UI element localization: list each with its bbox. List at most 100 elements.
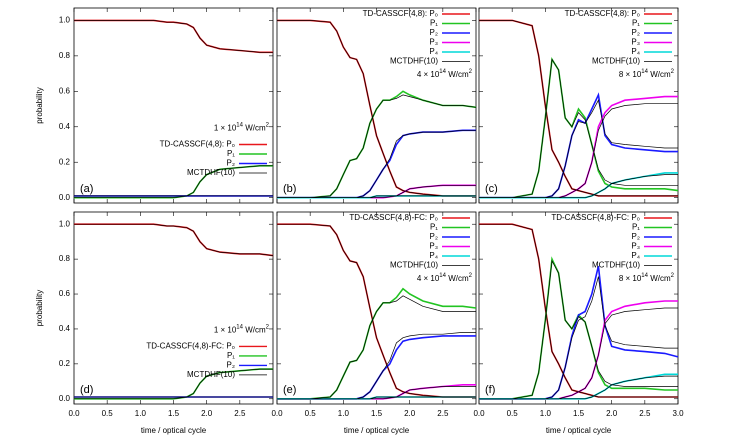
legend-name: P₄	[631, 47, 640, 56]
reference-line	[277, 195, 476, 199]
legend-label: TD-CASSCF(4,8): P₀	[363, 9, 438, 18]
annotation-part: 8 × 10	[619, 274, 642, 283]
legend-label: P₄	[631, 251, 640, 260]
x-tick-label: 1.5	[168, 409, 180, 418]
x-axis-title: time / optical cycle	[344, 426, 410, 435]
x-tick-label: 1.0	[540, 409, 552, 418]
series-line	[277, 335, 476, 400]
legend-label: MCTDHF(10)	[592, 57, 640, 66]
y-tick-label: 0.2	[59, 157, 71, 166]
legend-method: TD-CASSCF(4,8):	[565, 9, 632, 18]
plot-frame	[478, 211, 679, 405]
annotation-part: 2	[266, 122, 270, 128]
annotation: 4 × 1014 W/cm2	[417, 273, 473, 284]
legend-name: P₄	[429, 251, 438, 260]
x-tick-label: 0.0	[271, 409, 283, 418]
legend-name: P₂	[227, 361, 235, 370]
legend-method: TD-CASSCF(4,8)-FC:	[349, 213, 429, 222]
x-tick-label: 1.0	[338, 409, 350, 418]
legend-label: TD-CASSCF(4,8)-FC: P₀	[551, 213, 640, 222]
series-line	[277, 129, 476, 199]
legend-label: MCTDHF(10)	[187, 168, 235, 177]
legend-name: P₄	[631, 251, 640, 260]
annotation-part: 8 × 10	[619, 70, 642, 79]
legend-label: MCTDHF(10)	[390, 261, 438, 270]
reference-line	[277, 332, 476, 400]
panel-label: (e)	[283, 384, 296, 396]
annotation-part: 1 × 10	[214, 326, 237, 335]
legend-method: TD-CASSCF(4,8)-FC:	[551, 213, 631, 222]
series-line	[74, 165, 273, 199]
reference-line	[277, 295, 476, 400]
annotation-part: 4 × 10	[417, 274, 440, 283]
legend-label: P₂	[227, 361, 235, 370]
x-tick-label: 0.0	[68, 409, 80, 418]
annotation-part: W/cm	[446, 70, 469, 79]
y-tick-label: 0.0	[59, 394, 71, 403]
legend-label: P₄	[429, 47, 438, 56]
legend-label: MCTDHF(10)	[187, 370, 235, 379]
annotation-part: 2	[469, 273, 473, 279]
annotation-part: W/cm	[446, 274, 469, 283]
x-axis-title: time / optical cycle	[546, 426, 612, 435]
annotation-part: W/cm	[648, 70, 671, 79]
plot-frame	[478, 7, 679, 204]
panel-label: (a)	[80, 183, 93, 195]
legend-label: P₂	[632, 28, 640, 37]
y-axis-title: probability	[35, 87, 44, 123]
annotation-part: 1 × 10	[214, 124, 237, 133]
reference-line	[74, 165, 273, 199]
annotation-part: 14	[439, 69, 446, 75]
annotation-part: 4 × 10	[417, 70, 440, 79]
series-line	[479, 265, 679, 400]
legend-name: P₀	[631, 213, 640, 222]
annotation-part: W/cm	[243, 124, 266, 133]
x-tick-label: 2.0	[201, 409, 213, 418]
legend-label: P₃	[631, 242, 640, 251]
series-line	[479, 95, 678, 199]
y-tick-label: 0.4	[59, 122, 71, 131]
annotation: 8 × 1014 W/cm2	[619, 69, 675, 80]
legend-method: TD-CASSCF(4,8):	[160, 140, 227, 149]
y-tick-label: 0.4	[59, 324, 71, 333]
annotation-part: 2	[671, 69, 675, 75]
legend-label: P₁	[227, 351, 235, 360]
legend-name: P₁	[227, 351, 235, 360]
legend-label: P₄	[429, 251, 438, 260]
series-line	[74, 368, 273, 400]
legend-method: TD-CASSCF(4,8)-FC:	[146, 342, 226, 351]
annotation-part: 2	[671, 273, 675, 279]
legend-label: MCTDHF(10)	[390, 57, 438, 66]
legend-label: TD-CASSCF(4,8): P₀	[565, 9, 640, 18]
y-tick-label: 0.6	[59, 289, 71, 298]
y-tick-label: 0.0	[59, 193, 71, 202]
legend-name: P₂	[227, 159, 235, 168]
legend-label: TD-CASSCF(4,8): P₀	[160, 140, 235, 149]
reference-line	[277, 20, 476, 197]
plot-frame	[276, 211, 477, 405]
reference-line	[277, 129, 476, 199]
legend-label: P₃	[429, 38, 438, 47]
legend-name: P₃	[631, 242, 640, 251]
annotation-part: 14	[236, 324, 243, 330]
legend-method: TD-CASSCF(4,8):	[363, 9, 430, 18]
x-tick-label: 2.5	[639, 409, 651, 418]
plot-frame	[73, 7, 274, 204]
legend-name: P₁	[430, 223, 438, 232]
x-tick-label: 2.5	[234, 409, 246, 418]
legend-name: P₀	[429, 213, 438, 222]
annotation-part: W/cm	[243, 326, 266, 335]
y-tick-label: 1.0	[59, 219, 71, 228]
panel-label: (b)	[283, 183, 296, 195]
legend-name: P₃	[631, 38, 640, 47]
panel-label: (d)	[80, 384, 93, 396]
annotation: 1 × 1014 W/cm2	[214, 122, 270, 133]
legend-name: P₁	[632, 223, 640, 232]
annotation-part: 14	[641, 273, 648, 279]
y-tick-label: 1.0	[59, 16, 71, 25]
annotation: 1 × 1014 W/cm2	[214, 324, 270, 335]
x-tick-label: 0.0	[473, 409, 485, 418]
x-tick-label: 1.5	[371, 409, 383, 418]
legend-name: P₂	[430, 28, 438, 37]
